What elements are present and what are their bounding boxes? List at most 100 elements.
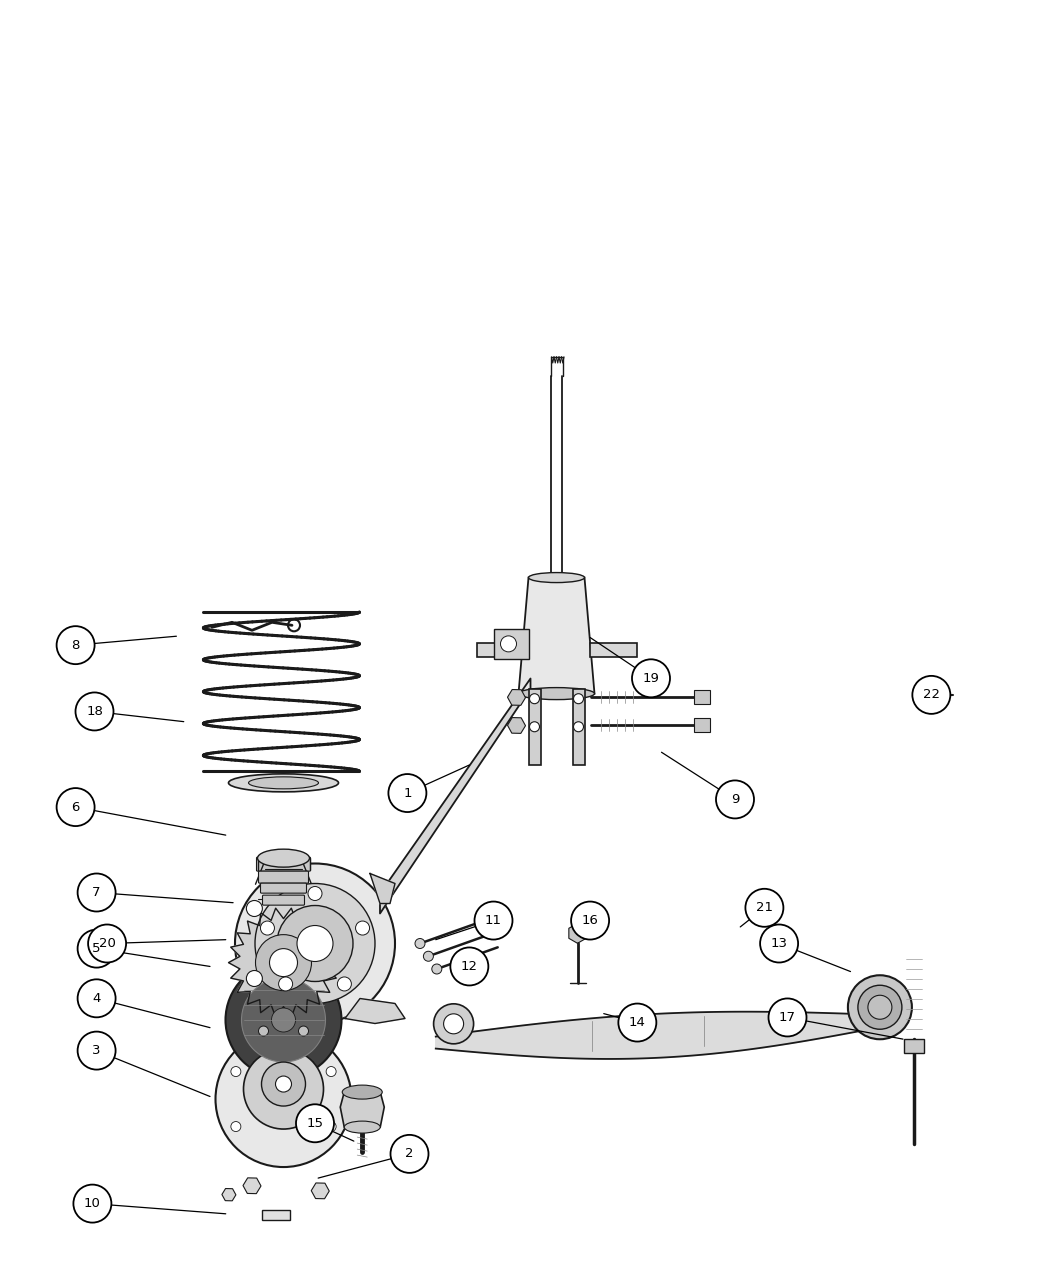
- FancyBboxPatch shape: [262, 895, 304, 905]
- Text: 12: 12: [461, 960, 478, 973]
- Circle shape: [716, 780, 754, 819]
- Circle shape: [432, 964, 442, 974]
- Circle shape: [261, 1062, 306, 1105]
- Circle shape: [415, 938, 425, 949]
- Circle shape: [848, 975, 911, 1039]
- Circle shape: [255, 884, 375, 1003]
- Circle shape: [215, 1031, 352, 1167]
- Circle shape: [231, 1122, 240, 1131]
- Ellipse shape: [344, 1121, 380, 1133]
- Polygon shape: [519, 578, 594, 694]
- Circle shape: [78, 979, 116, 1017]
- Text: 10: 10: [84, 1197, 101, 1210]
- FancyBboxPatch shape: [528, 688, 541, 765]
- Circle shape: [296, 1104, 334, 1142]
- Ellipse shape: [342, 1085, 382, 1099]
- Circle shape: [226, 963, 341, 1077]
- Circle shape: [258, 1026, 269, 1037]
- Text: 15: 15: [307, 1117, 323, 1130]
- Circle shape: [868, 996, 891, 1019]
- Circle shape: [57, 626, 94, 664]
- Circle shape: [391, 1135, 428, 1173]
- Text: 2: 2: [405, 1148, 414, 1160]
- Text: 7: 7: [92, 886, 101, 899]
- Circle shape: [308, 886, 322, 900]
- Polygon shape: [436, 1011, 882, 1060]
- Circle shape: [76, 692, 113, 731]
- Text: 16: 16: [582, 914, 598, 927]
- Text: 9: 9: [731, 793, 739, 806]
- Circle shape: [434, 1003, 474, 1044]
- Circle shape: [529, 694, 540, 704]
- Text: 18: 18: [86, 705, 103, 718]
- Circle shape: [443, 1014, 464, 1034]
- Circle shape: [297, 926, 333, 961]
- Text: 11: 11: [485, 914, 502, 927]
- Polygon shape: [494, 629, 528, 659]
- Circle shape: [746, 889, 783, 927]
- Ellipse shape: [528, 572, 585, 583]
- Circle shape: [255, 935, 312, 991]
- Circle shape: [760, 924, 798, 963]
- Circle shape: [231, 1067, 240, 1076]
- FancyBboxPatch shape: [693, 691, 710, 704]
- Text: 20: 20: [99, 937, 116, 950]
- Polygon shape: [370, 873, 395, 904]
- Circle shape: [475, 901, 512, 940]
- Circle shape: [388, 774, 426, 812]
- Ellipse shape: [257, 849, 310, 867]
- Circle shape: [275, 1076, 292, 1093]
- FancyBboxPatch shape: [903, 1039, 924, 1053]
- Ellipse shape: [519, 687, 594, 700]
- Circle shape: [858, 986, 902, 1029]
- FancyBboxPatch shape: [258, 871, 309, 884]
- Polygon shape: [589, 643, 636, 657]
- Circle shape: [78, 873, 116, 912]
- Circle shape: [57, 788, 94, 826]
- Polygon shape: [380, 678, 530, 913]
- Circle shape: [571, 901, 609, 940]
- Circle shape: [260, 921, 274, 935]
- FancyBboxPatch shape: [260, 884, 307, 894]
- Text: 1: 1: [403, 787, 412, 799]
- Circle shape: [632, 659, 670, 697]
- Polygon shape: [477, 643, 524, 657]
- Polygon shape: [253, 1062, 314, 1085]
- Circle shape: [327, 1122, 336, 1131]
- Circle shape: [242, 978, 326, 1062]
- Circle shape: [298, 1026, 309, 1037]
- Text: 13: 13: [771, 937, 788, 950]
- Text: 22: 22: [923, 688, 940, 701]
- Circle shape: [272, 1009, 295, 1031]
- Text: 5: 5: [92, 942, 101, 955]
- Circle shape: [573, 722, 584, 732]
- Text: 19: 19: [643, 672, 659, 685]
- Text: 17: 17: [779, 1011, 796, 1024]
- Ellipse shape: [229, 774, 338, 792]
- Circle shape: [88, 924, 126, 963]
- Circle shape: [78, 929, 116, 968]
- Text: 8: 8: [71, 639, 80, 652]
- Circle shape: [769, 998, 806, 1037]
- FancyBboxPatch shape: [572, 688, 585, 765]
- Text: 21: 21: [756, 901, 773, 914]
- FancyBboxPatch shape: [256, 857, 311, 871]
- Polygon shape: [229, 908, 338, 1017]
- Polygon shape: [340, 1093, 384, 1127]
- Circle shape: [247, 970, 262, 987]
- Polygon shape: [345, 998, 405, 1024]
- Text: 3: 3: [92, 1044, 101, 1057]
- Circle shape: [247, 900, 262, 917]
- Text: 6: 6: [71, 801, 80, 813]
- Circle shape: [327, 1067, 336, 1076]
- Text: 4: 4: [92, 992, 101, 1005]
- Circle shape: [501, 636, 517, 652]
- Circle shape: [78, 1031, 116, 1070]
- Ellipse shape: [249, 776, 318, 789]
- Circle shape: [618, 1003, 656, 1042]
- Circle shape: [337, 977, 352, 991]
- Circle shape: [573, 694, 584, 704]
- Circle shape: [270, 949, 297, 977]
- Circle shape: [356, 921, 370, 935]
- FancyBboxPatch shape: [693, 719, 710, 732]
